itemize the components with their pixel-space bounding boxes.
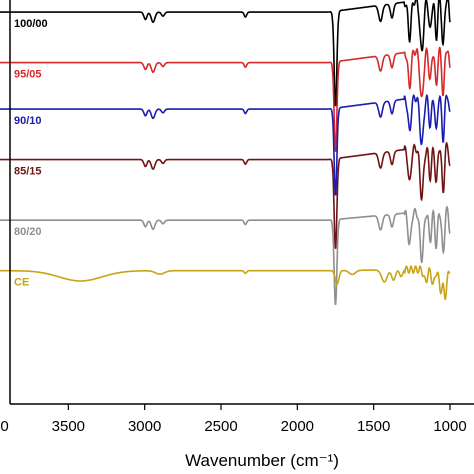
series-label-90-10: 90/10 bbox=[14, 115, 42, 127]
x-tick-label-2000: 2000 bbox=[281, 418, 314, 435]
x-tick-label-1500: 1500 bbox=[357, 418, 390, 435]
series-label-95-05: 95/05 bbox=[14, 69, 42, 81]
series-label-80-20: 80/20 bbox=[14, 226, 42, 238]
series-label-100-00: 100/00 bbox=[14, 18, 48, 30]
series-line-85-15 bbox=[0, 141, 451, 249]
spectra-lines bbox=[0, 0, 451, 306]
x-tick-label-1000: 1000 bbox=[433, 418, 466, 435]
series-label-ce: CE bbox=[14, 277, 29, 289]
series-line-90-10 bbox=[0, 94, 451, 196]
series-line-ce bbox=[0, 265, 451, 301]
x-tick-label-3000: 3000 bbox=[128, 418, 161, 435]
series-line-95-05 bbox=[0, 46, 451, 152]
series-label-85-15: 85/15 bbox=[14, 166, 42, 178]
x-axis-title: Wavenumber (cm⁻¹) bbox=[185, 451, 339, 470]
x-tick-label-3500: 3500 bbox=[52, 418, 85, 435]
series-line-80-20 bbox=[0, 205, 451, 306]
x-tick-label-2500: 2500 bbox=[204, 418, 237, 435]
x-axis-ticks: 4000 3500 3000 2500 2000 1500 1000 bbox=[0, 404, 467, 435]
series-labels: 100/00 95/05 90/10 85/15 80/20 CE bbox=[14, 18, 48, 289]
series-line-100-00 bbox=[0, 0, 451, 107]
x-tick-label-4000: 4000 bbox=[0, 418, 9, 435]
